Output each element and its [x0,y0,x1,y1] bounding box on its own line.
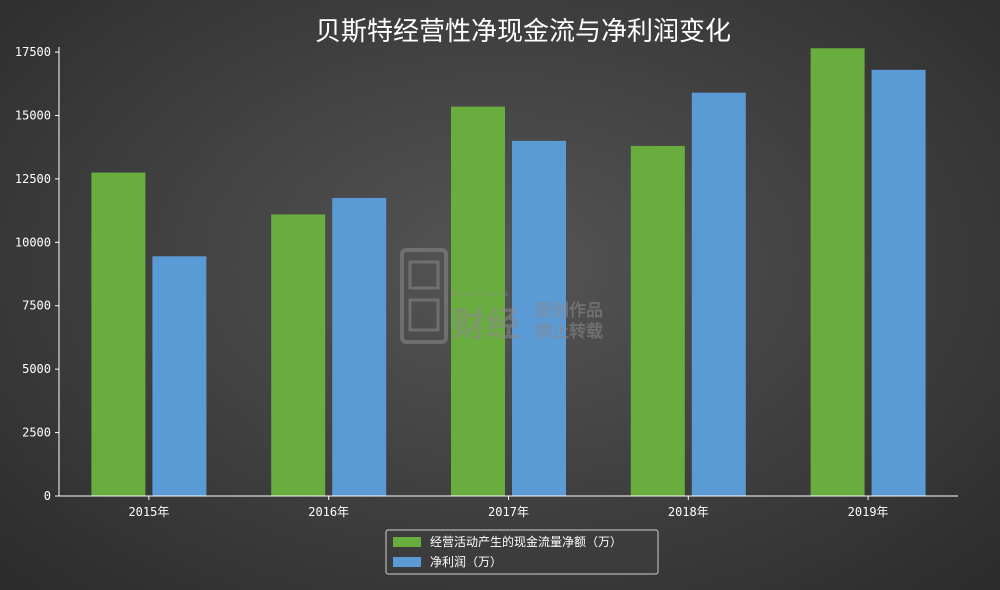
legend-label-operating-cash-flow: 经营活动产生的现金流量净额（万） [430,534,622,549]
y-tick-label: 0 [44,489,51,503]
bar-operating-cash-flow-3 [630,145,685,497]
legend-swatch-net-profit [393,557,421,567]
watermark: Broad Finance 财经 原创作品 禁止转载 [400,248,603,345]
bar-operating-cash-flow-1 [271,214,326,497]
y-tick-label: 15000 [15,108,51,122]
y-tick-label: 17500 [15,45,51,59]
watermark-logo-box-top [408,260,440,290]
watermark-line1: 原创作品 [535,300,603,321]
bars-group [91,48,926,497]
watermark-brand: 财经 [452,305,520,345]
watermark-tagline: Broad Finance [452,289,509,298]
legend-box [385,529,659,575]
bar-operating-cash-flow-4 [810,48,865,496]
bar-net-profit-3 [691,92,746,497]
watermark-logo-frame [400,248,448,344]
chart-title: 贝斯特经营性净现金流与净利润变化 [315,17,731,47]
x-tick-label: 2018年 [668,505,709,519]
y-tick-label: 2500 [22,426,51,440]
legend-label-net-profit: 净利润（万） [430,555,502,569]
bar-operating-cash-flow-2 [451,106,505,497]
bar-net-profit-4 [871,69,926,496]
axes-group: 0 2500 5000 7500 10000 12500 15000 17500 2015年 20… [15,45,958,519]
x-tick-label: 2019年 [848,505,889,519]
bar-net-profit-2 [512,140,566,496]
watermark-logo-box-bottom [408,298,440,332]
x-tick-label: 2015年 [128,505,169,519]
y-tick-label: 12500 [15,172,51,186]
x-tick-label: 2016年 [308,505,349,519]
bar-net-profit-1 [332,197,387,496]
x-tick-label: 2017年 [488,505,529,519]
y-tick-label: 7500 [22,299,51,313]
y-tick-label: 5000 [22,362,51,376]
legend-swatch-operating-cash-flow [393,537,421,547]
watermark-line2: 禁止转载 [535,321,603,342]
y-tick-label: 10000 [15,235,51,249]
bar-net-profit-0 [152,256,207,496]
legend: 经营活动产生的现金流量净额（万） 净利润（万） [385,529,659,575]
bar-operating-cash-flow-0 [91,172,146,496]
